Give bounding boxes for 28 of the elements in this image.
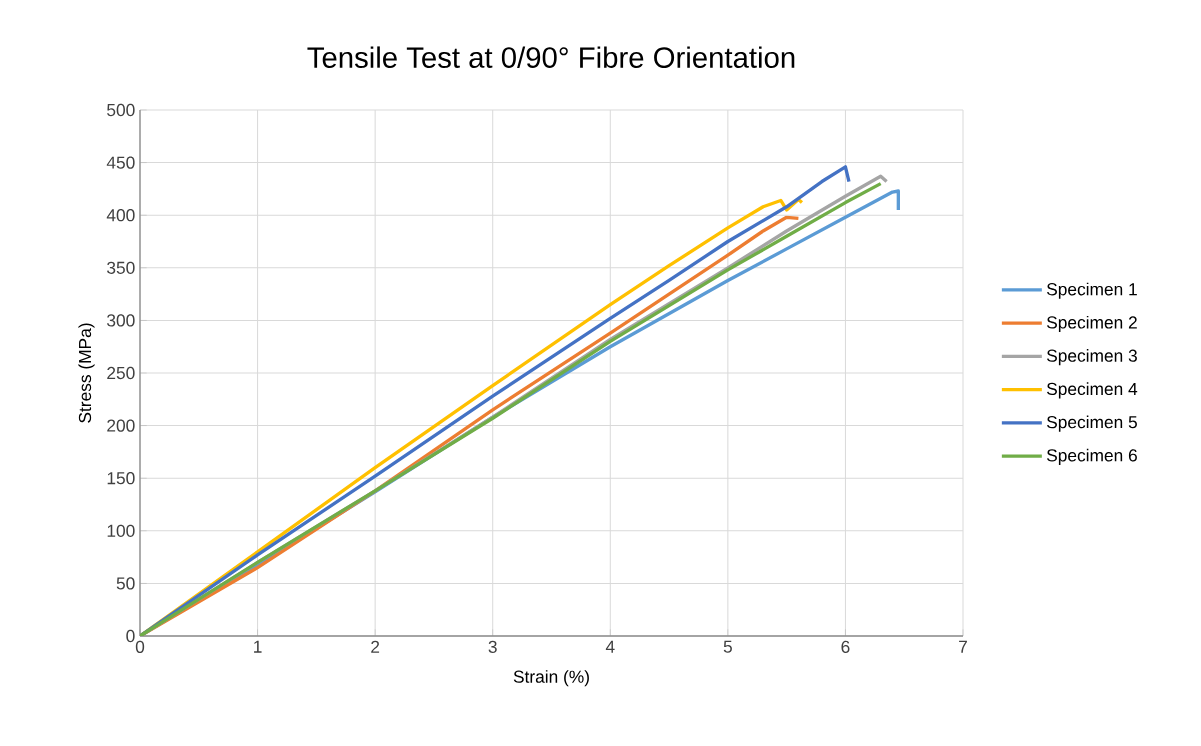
legend-label: Specimen 2 (1046, 315, 1137, 333)
legend-label: Specimen 6 (1046, 448, 1137, 465)
y-tick-label: 50 (116, 577, 135, 590)
x-tick-label: 1 (254, 640, 262, 653)
legend-label: Specimen 3 (1046, 349, 1137, 366)
x-tick-label: 6 (841, 640, 850, 653)
x-tick-label: 3 (488, 640, 497, 653)
y-tick-label: 200 (107, 419, 135, 432)
y-tick-label: 100 (107, 524, 135, 537)
legend-label: Specimen 4 (1046, 382, 1138, 399)
y-axis-title: Stress (MPa) (78, 323, 95, 423)
y-tick-label: 400 (106, 209, 135, 222)
x-tick-label: 2 (371, 640, 380, 653)
x-axis-title: Strain (%) (513, 670, 589, 687)
y-tick-label: 500 (107, 103, 135, 117)
chart-title: Tensile Test at 0/90° Fibre Orientation (307, 46, 795, 68)
y-tick-label: 300 (107, 314, 135, 327)
x-tick-label: 5 (723, 640, 732, 653)
legend-label: Specimen 1 (1046, 282, 1137, 299)
legend-label: Specimen 5 (1046, 415, 1137, 432)
x-tick-label: 7 (959, 640, 967, 653)
y-tick-label: 350 (107, 261, 135, 274)
y-tick-label: 150 (107, 472, 135, 485)
x-tick-label: 4 (605, 640, 615, 653)
y-tick-label: 250 (107, 366, 135, 380)
y-tick-label: 450 (106, 156, 135, 169)
x-tick-label: 0 (135, 640, 145, 653)
y-tick-label: 0 (126, 629, 135, 643)
